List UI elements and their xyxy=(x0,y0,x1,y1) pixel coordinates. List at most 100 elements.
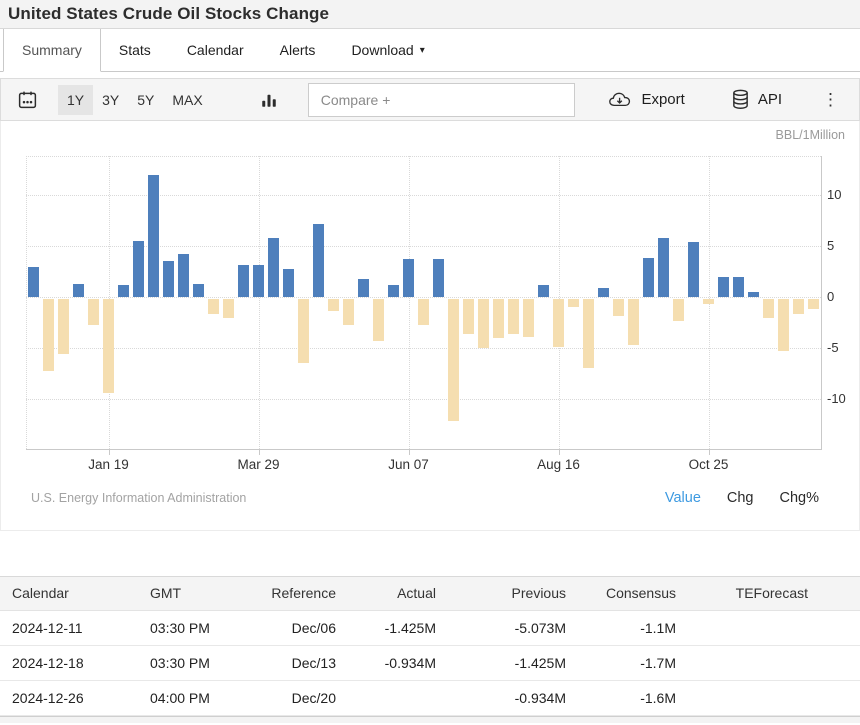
table-cell: -1.425M xyxy=(438,645,568,680)
kebab-menu-icon[interactable]: ⋮ xyxy=(814,88,847,112)
bar xyxy=(223,299,234,318)
bar xyxy=(418,299,429,325)
compare-input[interactable] xyxy=(308,83,575,117)
y-tick-label: 5 xyxy=(827,238,860,253)
bar-chart-icon xyxy=(260,91,278,109)
h-gridline xyxy=(26,297,821,298)
range-button-max[interactable]: MAX xyxy=(163,85,211,115)
tab-download[interactable]: Download ▾ xyxy=(333,29,442,71)
y-axis-line xyxy=(821,156,822,449)
bar xyxy=(58,299,69,354)
x-tick-label: Jan 19 xyxy=(64,457,154,472)
range-button-5y[interactable]: 5Y xyxy=(128,85,163,115)
range-button-3y[interactable]: 3Y xyxy=(93,85,128,115)
table-cell: Dec/20 xyxy=(256,680,338,715)
view-link-chg[interactable]: Chg xyxy=(727,490,754,506)
view-link-value[interactable]: Value xyxy=(665,490,701,506)
h-gridline xyxy=(26,399,821,400)
bar xyxy=(208,299,219,314)
bar xyxy=(808,299,819,309)
bar xyxy=(628,299,639,345)
bar xyxy=(373,299,384,341)
x-tick xyxy=(559,450,560,455)
chevron-down-icon: ▾ xyxy=(420,45,425,56)
tab-stats[interactable]: Stats xyxy=(101,29,169,71)
column-header-previous: Previous xyxy=(438,577,568,610)
x-tick-label: Oct 25 xyxy=(664,457,754,472)
bar xyxy=(283,269,294,297)
bar xyxy=(103,299,114,393)
bar xyxy=(568,299,579,307)
bar xyxy=(613,299,624,316)
bar xyxy=(748,292,759,297)
bar xyxy=(508,299,519,334)
tab-alerts[interactable]: Alerts xyxy=(262,29,334,71)
x-axis-line xyxy=(26,449,822,450)
title-bar: United States Crude Oil Stocks Change xyxy=(0,0,860,29)
plot-left-boundary xyxy=(26,156,27,449)
table-cell: -1.425M xyxy=(338,610,438,645)
table-cell: 04:00 PM xyxy=(138,680,256,715)
api-label: API xyxy=(758,91,782,108)
column-header-calendar: Calendar xyxy=(0,577,138,610)
table-cell: 03:30 PM xyxy=(138,645,256,680)
export-cloud-icon xyxy=(608,91,633,109)
api-database-icon xyxy=(731,89,750,110)
calendar-icon xyxy=(17,89,38,110)
tab-label: Download xyxy=(351,42,413,58)
column-header-consensus: Consensus xyxy=(568,577,678,610)
calendar-table: CalendarGMTReferenceActualPreviousConsen… xyxy=(0,577,860,716)
bar xyxy=(493,299,504,338)
table-cell: -1.1M xyxy=(568,610,678,645)
bar xyxy=(118,285,129,297)
api-button[interactable]: API xyxy=(725,85,788,114)
bar xyxy=(268,238,279,297)
bar xyxy=(238,265,249,297)
bar xyxy=(778,299,789,351)
chart-toolbar: 1Y3Y5YMAX Export xyxy=(0,78,860,121)
bar xyxy=(43,299,54,371)
chart-footer: U.S. Energy Information Administration V… xyxy=(1,483,859,513)
table-cell: 2024-12-11 xyxy=(0,610,138,645)
x-tick-label: Aug 16 xyxy=(514,457,604,472)
bar xyxy=(133,241,144,297)
tab-calendar[interactable]: Calendar xyxy=(169,29,262,71)
bar xyxy=(643,258,654,297)
v-gridline xyxy=(259,156,260,449)
table-cell: -0.934M xyxy=(438,680,568,715)
page-title: United States Crude Oil Stocks Change xyxy=(8,4,329,24)
tab-summary[interactable]: Summary xyxy=(3,29,101,72)
v-gridline xyxy=(409,156,410,449)
tab-label: Summary xyxy=(22,42,82,58)
bar xyxy=(763,299,774,318)
table-cell xyxy=(678,645,860,680)
view-link-chgpct[interactable]: Chg% xyxy=(780,490,820,506)
chart-type-button[interactable] xyxy=(256,87,282,113)
bar xyxy=(298,299,309,363)
bar xyxy=(253,265,264,297)
bar xyxy=(553,299,564,347)
bar xyxy=(163,261,174,297)
next-section-partial xyxy=(0,716,860,723)
h-gridline xyxy=(26,246,821,247)
bar xyxy=(193,284,204,297)
export-button[interactable]: Export xyxy=(602,87,690,113)
calendar-table-section: CalendarGMTReferenceActualPreviousConsen… xyxy=(0,576,860,716)
bar xyxy=(793,299,804,314)
bar xyxy=(358,279,369,297)
tab-label: Stats xyxy=(119,42,151,58)
x-tick xyxy=(409,450,410,455)
x-tick-label: Jun 07 xyxy=(364,457,454,472)
bar xyxy=(178,254,189,297)
table-row: 2024-12-2604:00 PMDec/20-0.934M-1.6M xyxy=(0,680,860,715)
y-tick-label: 10 xyxy=(827,187,860,202)
bar xyxy=(73,284,84,297)
h-gridline xyxy=(26,348,821,349)
bar xyxy=(598,288,609,297)
x-tick xyxy=(259,450,260,455)
table-cell: Dec/06 xyxy=(256,610,338,645)
date-range-picker-button[interactable] xyxy=(13,85,42,114)
bar xyxy=(703,299,714,304)
bar xyxy=(28,267,39,297)
range-button-1y[interactable]: 1Y xyxy=(58,85,93,115)
